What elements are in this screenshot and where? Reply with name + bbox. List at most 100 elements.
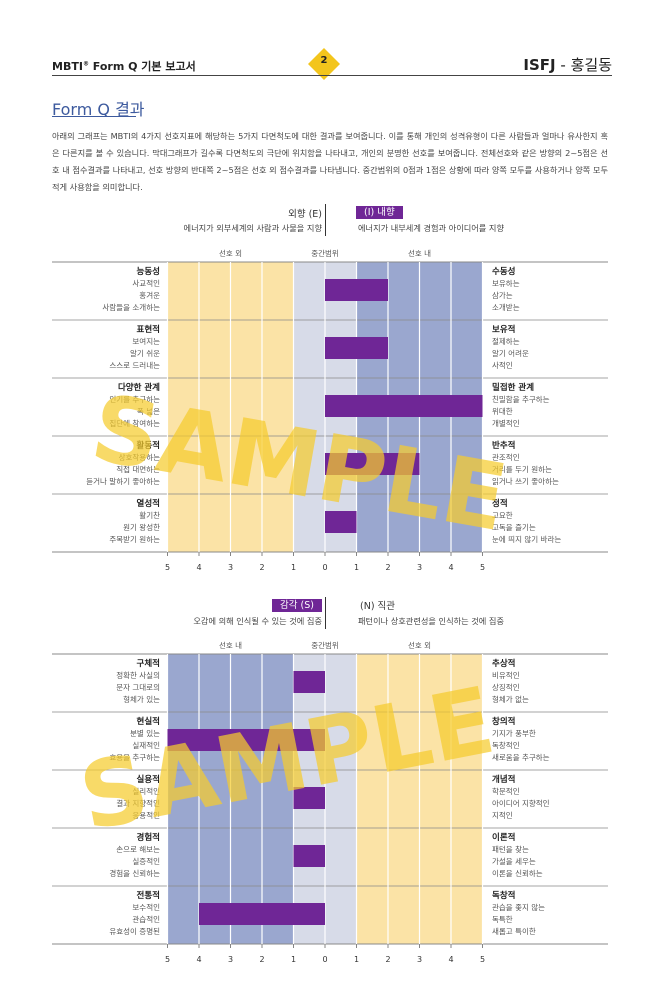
row-left-descriptor: 보여지는: [132, 336, 160, 346]
row-left-descriptor: 직접 대면하는: [116, 464, 160, 474]
tick-label: 5: [165, 955, 170, 964]
row-right-descriptor: 독창적인: [492, 740, 520, 750]
row-left-title: 구체적: [137, 658, 160, 669]
section-title: Form Q 결과: [52, 100, 145, 119]
tick-label: 4: [448, 955, 453, 964]
row-left-descriptor: 응용적인: [132, 810, 160, 820]
tick-label: 0: [322, 955, 327, 964]
tick-label: 2: [259, 955, 264, 964]
zone-label-mid: 중간범위: [311, 640, 339, 650]
row-right-descriptor: 고요한: [492, 511, 513, 520]
row-right-descriptor: 절제하는: [492, 336, 520, 346]
score-bar: [325, 511, 357, 533]
zone-label-mid: 중간범위: [311, 248, 339, 258]
row-right-descriptor: 개별적인: [492, 418, 520, 428]
intro-paragraph: 아래의 그래프는 MBTI의 4가지 선호지표에 해당하는 5가지 다면척도에 …: [52, 131, 608, 192]
row-left-title: 열성적: [137, 498, 160, 509]
row-left-descriptor: 경험을 신뢰하는: [109, 868, 160, 878]
row-right-title: 이론적: [492, 832, 515, 843]
zone-label-right: 선호 외: [408, 640, 431, 650]
row-left-descriptor: 관습적인: [132, 914, 160, 924]
header-rule: [52, 75, 612, 76]
row-left-descriptor: 결과 지향적인: [116, 798, 160, 808]
row-right-title: 보유적: [492, 324, 515, 335]
row-right-descriptor: 보유하는: [492, 278, 520, 288]
row-left-descriptor: 상호작용하는: [119, 452, 160, 462]
tick-label: 5: [480, 955, 485, 964]
tick-label: 1: [291, 563, 296, 572]
row-left-descriptor: 듣거나 말하기 좋아하는: [86, 476, 160, 486]
row-right-descriptor: 소개받는: [492, 302, 520, 312]
row-right-descriptor: 위대한: [492, 407, 513, 416]
chart1-right-pole-desc: 에너지가 내부세계 경험과 아이디어를 지향: [358, 223, 504, 233]
row-right-descriptor: 지적인: [492, 810, 513, 820]
tick-label: 3: [228, 563, 233, 572]
score-bar: [199, 903, 325, 925]
row-right-descriptor: 읽거나 쓰기 좋아하는: [492, 476, 559, 486]
row-left-title: 현실적: [137, 716, 160, 727]
tick-label: 5: [165, 563, 170, 572]
row-left-descriptor: 폭 넓은: [137, 407, 160, 416]
score-bar: [325, 279, 388, 301]
row-right-descriptor: 비유적인: [492, 670, 520, 680]
row-right-title: 밀접한 관계: [492, 382, 534, 393]
row-right-descriptor: 새로움을 추구하는: [492, 752, 550, 762]
row-right-descriptor: 이론을 신뢰하는: [492, 868, 543, 878]
tick-label: 1: [291, 955, 296, 964]
row-left-descriptor: 홍겨운: [139, 290, 160, 300]
row-left-descriptor: 스스로 드러내는: [109, 361, 160, 370]
row-left-descriptor: 손으로 해보는: [116, 844, 160, 854]
score-bar: [293, 787, 325, 809]
row-right-descriptor: 기지가 풍부한: [492, 729, 536, 738]
tick-label: 1: [354, 955, 359, 964]
row-right-descriptor: 패턴을 찾는: [492, 844, 529, 854]
row-right-descriptor: 사적인: [492, 360, 513, 370]
chart1-right-pole: (I) 내향: [356, 204, 403, 219]
chart1-left-pole-desc: 에너지가 외부세계의 사람과 사물을 지향: [183, 223, 322, 233]
score-bar: [325, 337, 388, 359]
row-right-title: 수동성: [492, 266, 515, 277]
chart2-left-pole-desc: 오감에 의해 인식될 수 있는 것에 집중: [193, 616, 322, 626]
row-right-descriptor: 독특한: [492, 915, 513, 924]
row-left-title: 다양한 관계: [118, 382, 160, 393]
row-right-descriptor: 관습을 좇지 않는: [492, 902, 545, 912]
type-and-name: ISFJ - 홍길동: [523, 56, 612, 74]
chart2-left-pole: 감각 (S): [200, 597, 322, 612]
row-left-title: 전통적: [137, 890, 160, 901]
row-right-descriptor: 눈에 띄지 않기 바라는: [492, 534, 561, 544]
row-right-descriptor: 학문적인: [492, 786, 520, 796]
row-left-descriptor: 실리적인: [132, 786, 160, 796]
row-left-descriptor: 정확한 사실의: [116, 670, 160, 680]
chart1-left-pole: 외향 (E): [288, 209, 322, 220]
row-right-descriptor: 관조적인: [492, 452, 520, 462]
row-left-descriptor: 사람들을 소개하는: [102, 302, 160, 312]
chart2-pole-divider: [325, 597, 326, 629]
zone-label-left: 선호 외: [219, 248, 242, 258]
row-right-descriptor: 형체가 없는: [492, 694, 529, 704]
tick-label: 1: [354, 563, 359, 572]
row-left-descriptor: 실증적인: [132, 856, 160, 866]
tick-label: 4: [448, 563, 453, 572]
row-right-title: 반추적: [492, 440, 515, 451]
tick-label: 4: [196, 563, 201, 572]
chart2-right-pole-desc: 패턴이나 상호관련성을 인식하는 것에 집중: [358, 616, 504, 626]
chart1-pole-divider: [325, 204, 326, 236]
row-left-descriptor: 실재적인: [132, 740, 160, 750]
row-left-descriptor: 사교적인: [132, 278, 160, 288]
row-right-title: 독창적: [492, 890, 515, 901]
tick-label: 3: [417, 563, 422, 572]
tick-label: 3: [417, 955, 422, 964]
tick-label: 2: [385, 563, 390, 572]
row-left-descriptor: 효용을 추구하는: [109, 752, 160, 762]
tick-label: 2: [259, 563, 264, 572]
row-right-descriptor: 고독을 즐기는: [492, 523, 536, 532]
row-left-title: 실용적: [137, 774, 160, 785]
row-right-descriptor: 친밀함을 추구하는: [492, 394, 550, 404]
row-right-descriptor: 새롭고 특이한: [492, 926, 536, 936]
tick-label: 0: [322, 563, 327, 572]
zone-label-right: 선호 내: [408, 249, 431, 258]
tick-label: 2: [385, 955, 390, 964]
row-left-descriptor: 문자 그대로의: [116, 682, 160, 692]
